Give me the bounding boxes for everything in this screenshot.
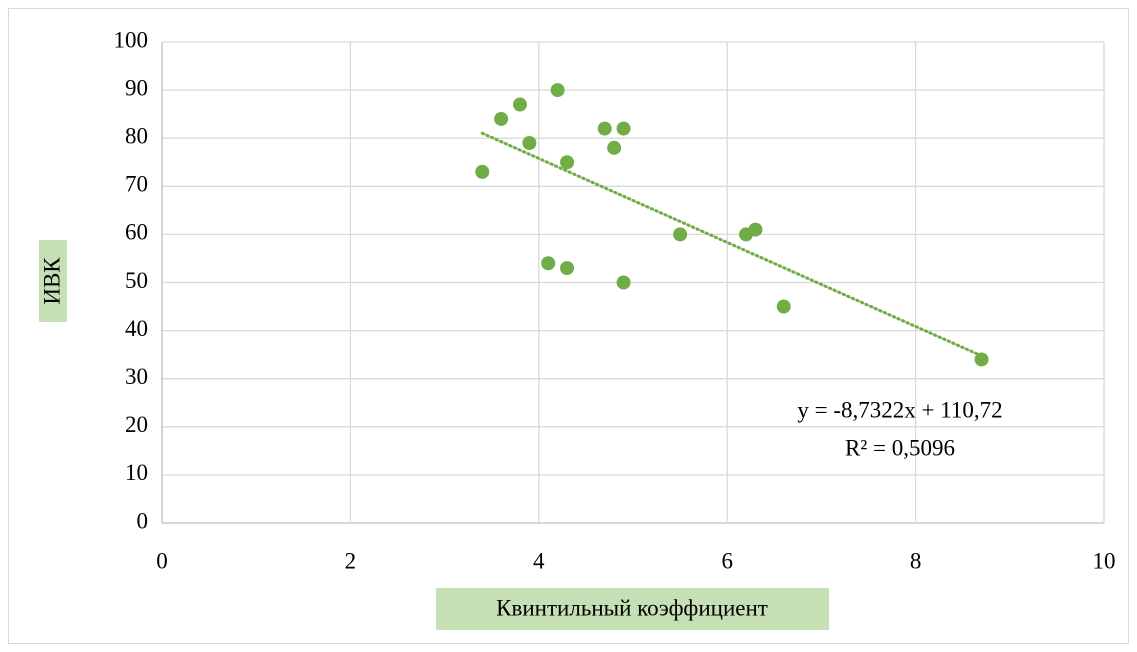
data-point — [512, 97, 527, 112]
y-axis-label: ИВК — [39, 257, 64, 305]
data-point — [616, 275, 631, 290]
data-point — [541, 256, 556, 271]
data-point — [560, 155, 575, 170]
trendline-annotation: R² = 0,5096 — [845, 435, 955, 460]
trendline — [480, 131, 984, 358]
data-point — [522, 136, 537, 151]
y-tick-label: 30 — [125, 364, 148, 389]
y-tick-label: 0 — [137, 508, 149, 533]
data-point — [475, 164, 490, 179]
x-tick-label: 10 — [1093, 548, 1116, 573]
x-axis-label: Квинтильный коэффициент — [496, 595, 768, 620]
x-tick-label: 2 — [345, 548, 357, 573]
y-tick-label: 100 — [114, 27, 149, 52]
y-tick-label: 70 — [125, 172, 148, 197]
data-point — [748, 222, 763, 237]
data-point — [597, 121, 612, 136]
data-point — [616, 121, 631, 136]
y-tick-label: 90 — [125, 75, 148, 100]
y-label-box — [39, 240, 67, 322]
y-tick-label: 60 — [125, 220, 148, 245]
x-label-box — [436, 588, 829, 630]
data-point — [673, 227, 688, 242]
y-tick-label: 50 — [125, 268, 148, 293]
trendline-annotation: y = -8,7322x + 110,72 — [797, 397, 1002, 422]
data-point — [550, 83, 565, 98]
data-point — [776, 299, 791, 314]
data-point — [974, 352, 989, 367]
y-tick-label: 80 — [125, 123, 148, 148]
data-point — [607, 140, 622, 155]
y-tick-label: 10 — [125, 460, 148, 485]
x-tick-label: 8 — [910, 548, 922, 573]
y-tick-label: 20 — [125, 412, 148, 437]
chart-border — [8, 8, 1129, 644]
data-point — [494, 111, 509, 126]
x-tick-label: 6 — [721, 548, 733, 573]
x-tick-label: 0 — [156, 548, 168, 573]
y-tick-label: 40 — [125, 316, 148, 341]
data-point — [560, 261, 575, 276]
x-tick-label: 4 — [533, 548, 545, 573]
